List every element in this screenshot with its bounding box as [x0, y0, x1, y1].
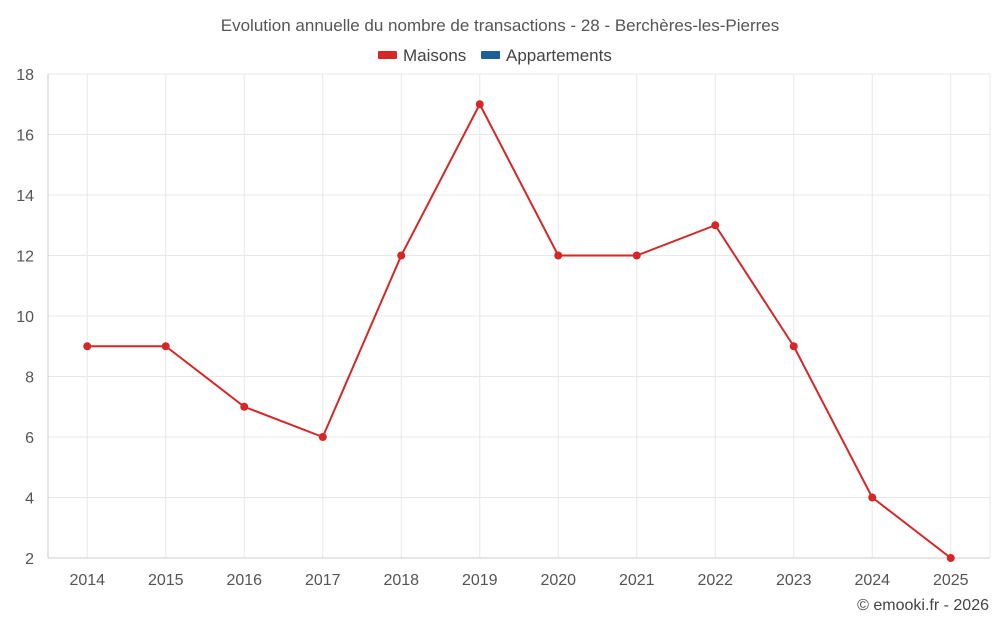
credit-text: © emooki.fr - 2026	[857, 597, 989, 614]
legend-swatch-maisons	[378, 51, 397, 59]
data-point-maisons[interactable]	[711, 221, 720, 230]
legend-label-appartements: Appartements	[506, 46, 612, 65]
data-point-maisons[interactable]	[789, 342, 798, 351]
series-layer	[83, 100, 955, 562]
legend-swatch-appartements	[481, 51, 500, 59]
series-line-maisons	[87, 103, 952, 559]
y-axis-ticks: 2 4 6 8 10 12 14 16 18	[16, 67, 34, 568]
y-tick-label: 16	[16, 128, 34, 145]
x-tick-label: 2021	[619, 572, 655, 589]
y-tick-label: 6	[25, 430, 34, 447]
data-point-maisons[interactable]	[632, 251, 641, 260]
legend-item-appartements[interactable]: Appartements	[481, 46, 612, 65]
x-tick-label: 2018	[383, 572, 419, 589]
y-tick-label: 10	[16, 309, 34, 326]
x-tick-label: 2016	[226, 572, 262, 589]
y-tick-label: 12	[16, 249, 34, 266]
y-tick-label: 18	[16, 67, 34, 84]
gridlines	[48, 73, 991, 558]
y-tick-label: 4	[25, 491, 34, 508]
x-tick-label: 2019	[462, 572, 498, 589]
legend-item-maisons[interactable]: Maisons	[378, 46, 466, 65]
y-tick-label: 14	[16, 188, 34, 205]
data-point-maisons[interactable]	[318, 433, 327, 441]
data-point-maisons[interactable]	[161, 342, 170, 351]
data-point-maisons[interactable]	[240, 402, 249, 411]
legend: Maisons Appartements	[378, 46, 612, 65]
data-point-maisons[interactable]	[475, 100, 484, 109]
data-point-maisons[interactable]	[554, 251, 563, 260]
data-point-maisons[interactable]	[397, 251, 406, 260]
x-tick-label: 2024	[854, 572, 890, 589]
x-tick-label: 2017	[305, 572, 341, 589]
x-tick-label: 2023	[776, 572, 812, 589]
data-point-maisons[interactable]	[946, 554, 955, 562]
x-tick-label: 2022	[697, 572, 733, 589]
x-tick-label: 2020	[540, 572, 576, 589]
x-tick-label: 2025	[933, 572, 969, 589]
y-tick-label: 8	[25, 370, 34, 387]
data-point-maisons[interactable]	[868, 493, 877, 502]
chart-title: Evolution annuelle du nombre de transact…	[221, 16, 779, 35]
legend-label-maisons: Maisons	[403, 46, 466, 65]
x-axis-ticks: 2014 2015 2016 2017 2018 2019 2020 2021 2022 2023…	[69, 572, 968, 589]
x-tick-label: 2014	[69, 572, 105, 589]
data-point-maisons[interactable]	[83, 342, 92, 351]
y-tick-label: 2	[25, 551, 34, 568]
x-tick-label: 2015	[148, 572, 184, 589]
